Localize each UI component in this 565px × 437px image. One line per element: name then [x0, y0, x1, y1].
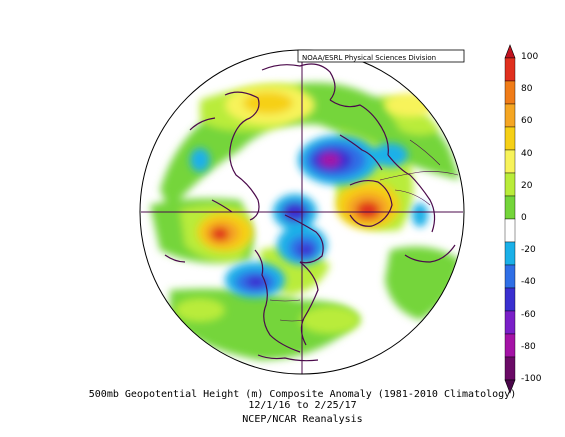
colorbar-tick-label: -20	[521, 245, 536, 256]
colorbar-tick-label: 60	[521, 116, 533, 127]
colorbar-cell	[504, 172, 516, 197]
caption-line2: 12/1/16 to 2/25/17	[248, 400, 357, 411]
colorbar-cell	[504, 195, 516, 220]
colorbar-cell	[504, 103, 516, 128]
colorbar-tick-label: -60	[521, 309, 536, 320]
coastlines	[164, 63, 456, 362]
credit-text: NOAA/ESRL Physical Sciences Division	[302, 54, 437, 62]
credit-box	[297, 49, 465, 63]
colorbar-cell	[504, 218, 516, 243]
colorbar-cell	[504, 57, 516, 82]
colorbar-tick-label: -40	[521, 277, 536, 288]
colorbar-cell	[504, 126, 516, 151]
colorbar-cell	[504, 264, 516, 289]
colorbar-cell	[504, 80, 516, 105]
colorbar-cell	[504, 356, 516, 381]
colorbar-cell	[504, 241, 516, 266]
caption-line1: 500mb Geopotential Height (m) Composite …	[88, 389, 517, 400]
colorbar	[504, 44, 516, 394]
colorbar-cell	[504, 310, 516, 335]
colorbar-tick-label: 0	[521, 213, 527, 223]
colorbar-tick-label: -100	[521, 374, 542, 384]
negative-anomaly-eastern-pacific	[190, 148, 210, 172]
anomaly-field	[150, 82, 460, 360]
colorbar-tick-label: 100	[521, 52, 539, 62]
caption-line3: NCEP/NCAR Reanalysis	[242, 414, 363, 425]
colorbar-tick-label: 40	[521, 148, 533, 159]
colorbar-cell	[504, 287, 516, 312]
colorbar-tick-label: 80	[521, 84, 533, 95]
colorbar-tick-label: -80	[521, 341, 536, 352]
colorbar-cell	[504, 149, 516, 174]
colorbar-cell	[504, 333, 516, 358]
colorbar-tick-label: 20	[521, 180, 533, 191]
